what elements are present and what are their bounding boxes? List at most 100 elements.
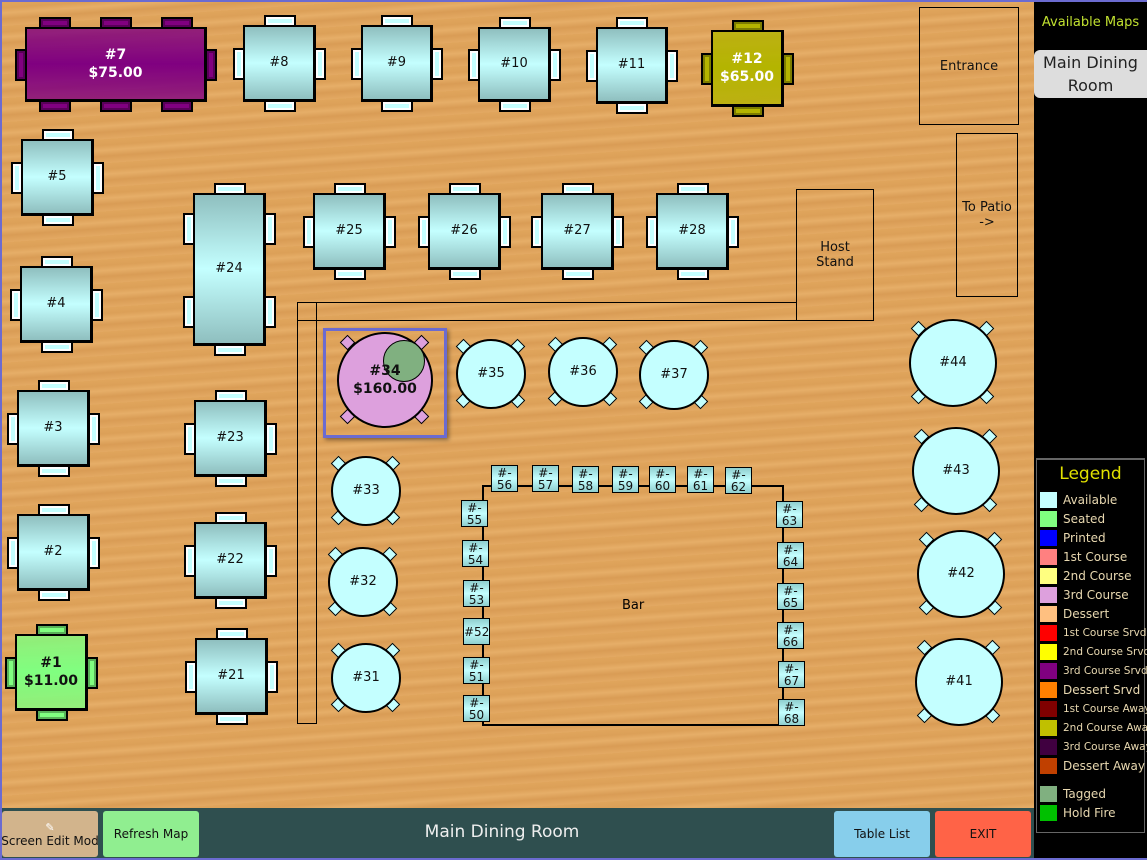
table[interactable]: #7 $75.00 [25, 27, 207, 102]
table-label: #1 $11.00 [24, 654, 78, 690]
table-label: #22 [216, 552, 243, 569]
legend-swatch [1040, 804, 1057, 821]
table[interactable]: #32 [328, 547, 398, 617]
bar-seat[interactable]: #- 60 [649, 466, 676, 493]
table-label: #37 [660, 367, 687, 384]
edit-mode-label: Screen Edit Mod [2, 833, 98, 848]
table[interactable]: #35 [456, 339, 526, 409]
table-number: #21 [217, 667, 245, 683]
table-label: #5 [47, 169, 66, 186]
table[interactable]: #37 [639, 340, 709, 410]
exit-button[interactable]: EXIT [935, 811, 1031, 857]
legend-item: 2nd Course [1037, 566, 1144, 585]
legend-label: Seated [1063, 511, 1106, 526]
table[interactable]: #31 [331, 643, 401, 713]
bar-seat[interactable]: #- 55 [461, 500, 488, 527]
patio-door[interactable]: To Patio -> [956, 133, 1018, 297]
legend-label: 1st Course [1063, 549, 1128, 564]
bar-seat[interactable]: #- 67 [778, 661, 805, 688]
bar-seat[interactable]: #- 50 [463, 695, 490, 722]
legend-swatch [1040, 529, 1057, 546]
bar-seat[interactable]: #- 68 [778, 699, 805, 726]
table[interactable]: #33 [331, 456, 401, 526]
legend-item: Dessert Away [1037, 756, 1145, 775]
table-label: #41 [945, 674, 972, 691]
table[interactable]: #43 [912, 427, 1000, 515]
bar-seat[interactable]: #- 62 [725, 467, 752, 494]
table[interactable]: #4 [20, 266, 93, 343]
table[interactable]: #25 [313, 193, 386, 270]
table[interactable]: #36 [548, 337, 618, 407]
table-label: #33 [352, 483, 379, 500]
bar-seat[interactable]: #- 66 [777, 622, 804, 649]
bar-label: Bar [622, 598, 645, 613]
table-label: #4 [46, 296, 65, 313]
bar-seat[interactable]: #- 56 [491, 465, 518, 492]
legend-swatch [1040, 757, 1057, 774]
table-amount: $75.00 [88, 65, 143, 81]
table[interactable]: #34 $160.00 [337, 332, 433, 428]
table[interactable]: #2 [17, 514, 90, 591]
pencil-icon: ✎ [45, 820, 55, 834]
table[interactable]: #12 $65.00 [711, 30, 784, 107]
bar-seat[interactable]: #52 [463, 618, 490, 645]
table-number: #44 [939, 354, 967, 370]
bar-seat[interactable]: #- 65 [777, 583, 804, 610]
table-number: #41 [945, 673, 973, 689]
table[interactable]: #9 [361, 25, 433, 102]
table[interactable]: #3 [17, 390, 90, 467]
legend-title: Legend [1059, 464, 1122, 484]
bar-seat[interactable]: #- 63 [776, 501, 803, 528]
legend-swatch [1040, 700, 1057, 717]
legend-item: 1st Course [1037, 547, 1144, 566]
table-number: #7 [104, 46, 127, 63]
bar-seat[interactable]: #- 61 [687, 466, 714, 493]
table-label: #11 [618, 57, 645, 74]
legend-label: 1st Course Srvd [1063, 626, 1147, 639]
table[interactable]: #5 [21, 139, 94, 216]
legend-item: Hold Fire [1037, 803, 1144, 822]
table-label: #2 [43, 544, 62, 561]
legend-swatch [1040, 624, 1057, 641]
table[interactable]: #44 [909, 319, 997, 407]
table-amount: $65.00 [719, 69, 775, 85]
bar-seat[interactable]: #- 51 [463, 657, 490, 684]
table-list-button[interactable]: Table List [834, 811, 930, 857]
table[interactable]: #1 $11.00 [15, 634, 88, 711]
table[interactable]: #23 [194, 400, 267, 477]
table-number: #5 [47, 168, 67, 184]
table[interactable]: #8 [243, 25, 316, 102]
legend-swatch [1040, 586, 1057, 603]
refresh-map-button[interactable]: Refresh Map [103, 811, 199, 857]
table[interactable]: #21 [195, 638, 268, 715]
table[interactable]: #10 [478, 27, 551, 102]
legend-label: Dessert Away [1063, 758, 1145, 773]
table-label: #27 [563, 223, 590, 240]
table-label: #23 [216, 430, 243, 447]
table-number: #34 [369, 362, 401, 379]
legend-label: Dessert Srvd [1063, 682, 1141, 697]
table[interactable]: #22 [194, 522, 267, 599]
table[interactable]: #41 [915, 638, 1003, 726]
map-tab-main-dining-room[interactable]: Main Dining Room [1034, 50, 1147, 98]
bar-seat[interactable]: #- 53 [463, 580, 490, 607]
table[interactable]: #24 [193, 193, 266, 346]
bar-seat[interactable]: #- 57 [532, 465, 559, 492]
table-number: #36 [569, 363, 597, 379]
bar-seat[interactable]: #- 64 [777, 542, 804, 569]
legend-item: 3rd Course Srvd [1037, 661, 1147, 680]
table[interactable]: #28 [656, 193, 729, 270]
legend-item: 3rd Course [1037, 585, 1144, 604]
table-number: #2 [43, 543, 63, 559]
table[interactable]: #27 [541, 193, 614, 270]
table-label: #26 [450, 223, 477, 240]
bar-seat[interactable]: #- 58 [572, 466, 599, 493]
table[interactable]: #11 [596, 27, 668, 104]
table-number: #23 [216, 429, 244, 445]
legend-item: 1st Course Away [1037, 699, 1147, 718]
bar-seat[interactable]: #- 54 [462, 540, 489, 567]
table[interactable]: #42 [917, 530, 1005, 618]
bar-seat[interactable]: #- 59 [612, 466, 639, 493]
screen-edit-mode-button[interactable]: ✎ Screen Edit Mod [2, 811, 98, 857]
table[interactable]: #26 [428, 193, 501, 270]
